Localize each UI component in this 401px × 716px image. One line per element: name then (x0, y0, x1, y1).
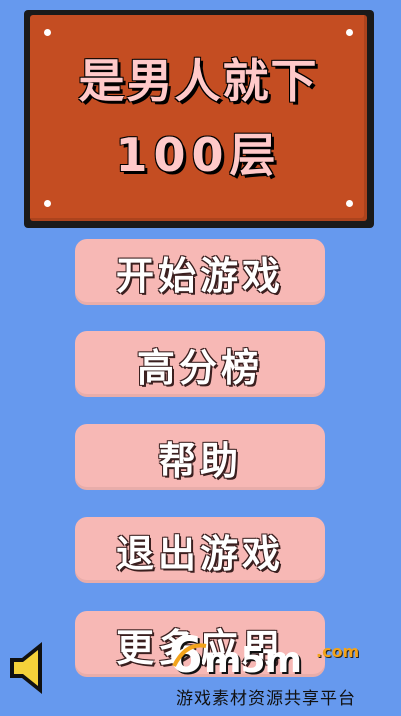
help-label: 帮助 (157, 438, 242, 483)
rivet-top-right (346, 29, 353, 36)
exit-game-label: 退出游戏 (115, 531, 284, 576)
rivet-bottom-left (44, 200, 51, 207)
game-title-line-2: 100层 (115, 128, 282, 182)
high-scores-label: 高分榜 (136, 345, 263, 390)
rivet-top-left (44, 29, 51, 36)
help-button[interactable]: 帮助 (75, 424, 325, 490)
watermark-tagline: 游戏素材资源共享平台 (176, 689, 356, 709)
start-game-label: 开始游戏 (115, 253, 284, 298)
start-game-button[interactable]: 开始游戏 (75, 239, 325, 305)
title-board-face: 是男人就下 100层 (30, 15, 367, 221)
high-scores-button[interactable]: 高分榜 (75, 331, 325, 397)
game-title-line-1: 是男人就下 (78, 54, 319, 108)
more-apps-label: 更多应用 (115, 625, 284, 670)
exit-game-button[interactable]: 退出游戏 (75, 517, 325, 583)
more-apps-button[interactable]: 更多应用 (75, 611, 325, 677)
rivet-bottom-right (346, 200, 353, 207)
title-board: 是男人就下 100层 (24, 10, 374, 228)
speaker-icon[interactable] (8, 638, 46, 698)
